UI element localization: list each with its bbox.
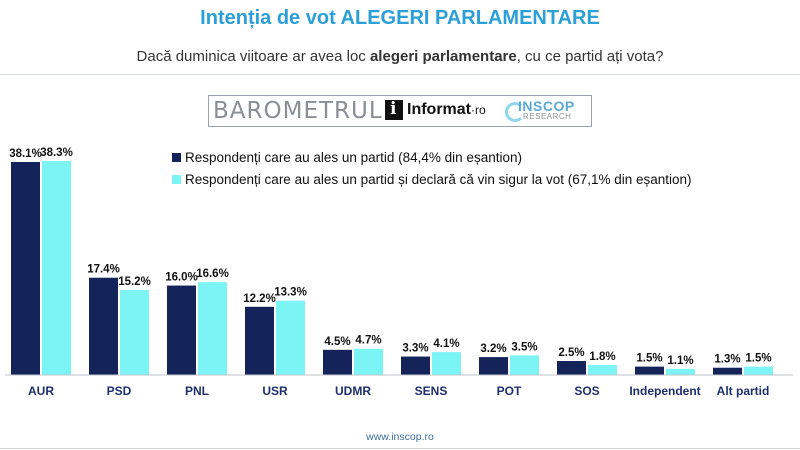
data-label-pot-series-1: 3.2% — [480, 343, 506, 355]
bar-udmr-series-1 — [323, 349, 352, 375]
source-link[interactable]: www.inscop.ro — [366, 431, 434, 443]
inscop-logo-icon — [505, 102, 525, 122]
category-label-udmr: UDMR — [335, 384, 371, 398]
legend-label-series-2: Respondenți care au ales un partid și de… — [185, 172, 692, 187]
category-label-independent: Independent — [629, 384, 700, 398]
data-label-independent-series-2: 1.1% — [667, 355, 693, 367]
data-label-usr-series-1: 12.2% — [243, 293, 276, 305]
subtitle-bold: alegeri parlamentare — [369, 48, 517, 65]
bar-sos-series-2 — [588, 364, 617, 375]
bar-alt-partid-series-2 — [744, 366, 773, 375]
bar-usr-series-1 — [245, 306, 274, 375]
barometrul-logo-text: BAROMETRUL — [213, 98, 383, 124]
bar-udmr-series-2 — [354, 348, 383, 375]
data-label-udmr-series-1: 4.5% — [324, 336, 350, 348]
data-label-alt-partid-series-2: 1.5% — [745, 353, 771, 365]
subtitle-part-1: Dacă duminica viitoare ar avea loc — [136, 48, 370, 65]
bar-alt-partid-series-1 — [713, 367, 742, 375]
category-label-alt-partid: Alt partid — [717, 384, 770, 398]
bar-psd-series-2 — [120, 290, 149, 375]
bar-independent-series-1 — [635, 366, 664, 375]
bar-pot-series-1 — [479, 357, 508, 375]
bar-independent-series-2 — [666, 368, 695, 375]
informat-main: Informat — [407, 101, 471, 118]
footer-divider — [0, 448, 800, 449]
informat-logo-icon — [385, 99, 403, 120]
informat-logo-text: Informat·ro — [407, 101, 486, 119]
data-label-pnl-series-1: 16.0% — [165, 272, 198, 284]
page-title: Intenția de vot ALEGERI PARLAMENTARE — [200, 7, 600, 29]
data-label-pot-series-2: 3.5% — [511, 341, 537, 353]
header-divider — [0, 74, 800, 75]
data-label-sos-series-1: 2.5% — [558, 347, 584, 359]
subtitle-part-2: , cu ce partid ați vota? — [516, 48, 664, 65]
bar-pnl-series-1 — [167, 285, 196, 375]
inscop-research-text: RESEARCH — [523, 112, 572, 121]
data-label-psd-series-2: 15.2% — [118, 276, 151, 288]
bar-psd-series-1 — [89, 277, 118, 375]
bar-sens-series-2 — [432, 352, 461, 375]
inscop-logo-text: INSCOP — [518, 98, 575, 114]
bar-sos-series-1 — [557, 361, 586, 375]
barometer-banner: BAROMETRUL Informat·ro INSCOP RESEARCH — [208, 95, 592, 127]
legend-swatch-series-2 — [172, 175, 181, 184]
informat-suffix: ·ro — [471, 103, 486, 117]
data-label-alt-partid-series-1: 1.3% — [714, 354, 740, 366]
bar-usr-series-2 — [276, 300, 305, 375]
bar-pot-series-2 — [510, 355, 539, 375]
data-label-sens-series-1: 3.3% — [402, 343, 428, 355]
category-label-sens: SENS — [415, 384, 448, 398]
category-label-aur: AUR — [28, 384, 54, 398]
data-label-sos-series-2: 1.8% — [589, 351, 615, 363]
category-label-pot: POT — [497, 384, 522, 398]
data-label-psd-series-1: 17.4% — [87, 264, 120, 276]
category-label-pnl: PNL — [185, 384, 209, 398]
data-label-usr-series-2: 13.3% — [274, 287, 307, 299]
bar-sens-series-1 — [401, 356, 430, 375]
legend-label-series-1: Respondenți care au ales un partid (84,4… — [185, 150, 522, 165]
category-label-psd: PSD — [107, 384, 132, 398]
data-label-udmr-series-2: 4.7% — [355, 335, 381, 347]
data-label-aur-series-1: 38.1% — [9, 148, 42, 160]
bar-aur-series-2 — [42, 160, 71, 375]
category-label-sos: SOS — [574, 384, 599, 398]
data-label-sens-series-2: 4.1% — [433, 338, 459, 350]
category-label-usr: USR — [262, 384, 288, 398]
data-label-pnl-series-2: 16.6% — [196, 268, 229, 280]
data-label-aur-series-2: 38.3% — [40, 147, 73, 159]
bar-aur-series-1 — [11, 162, 40, 375]
legend-swatch-series-1 — [172, 153, 181, 162]
subtitle: Dacă duminica viitoare ar avea loc alege… — [0, 48, 800, 65]
bar-pnl-series-2 — [198, 282, 227, 375]
data-label-independent-series-1: 1.5% — [636, 353, 662, 365]
